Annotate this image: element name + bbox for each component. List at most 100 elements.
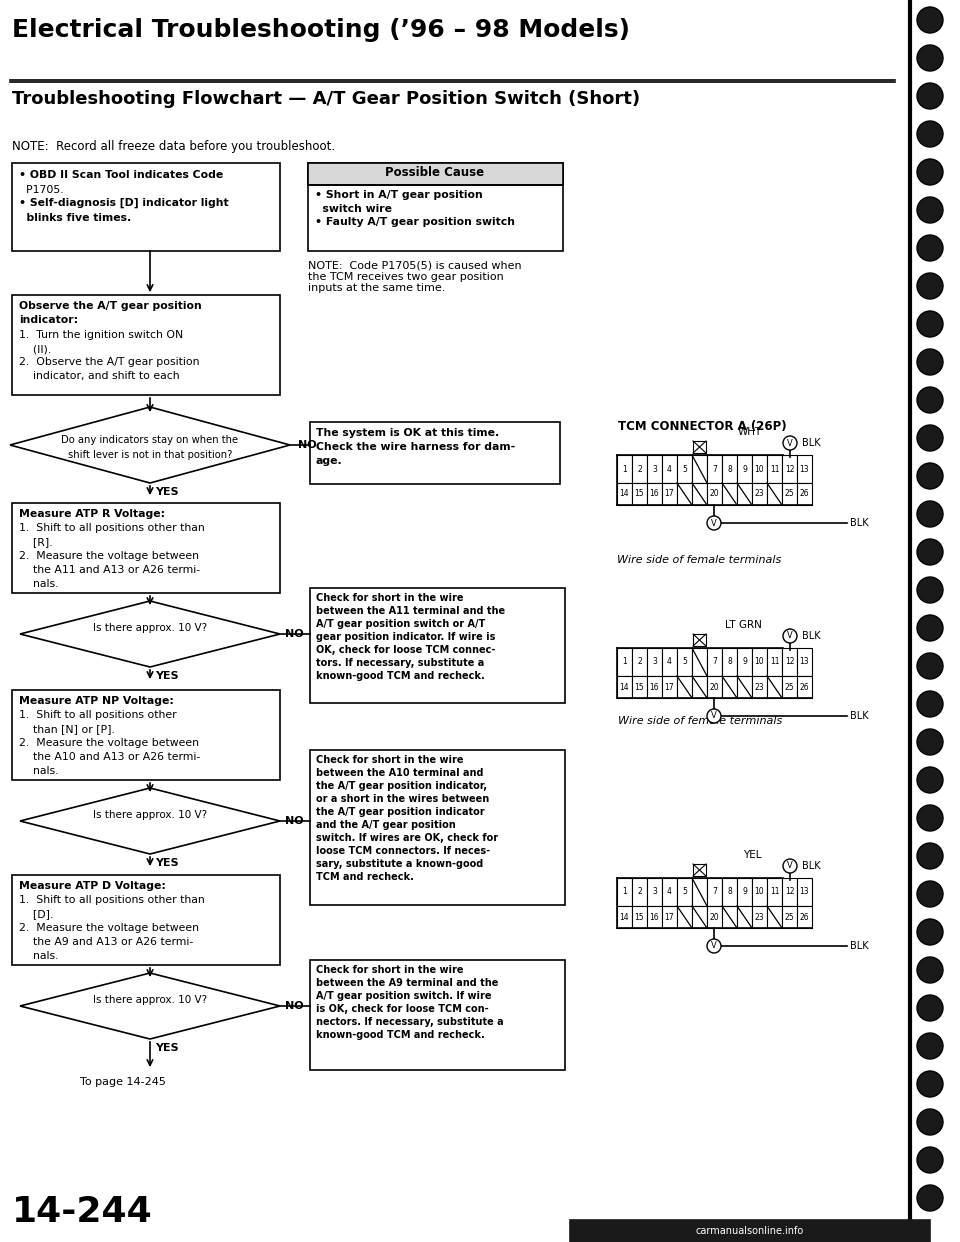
Text: the A9 and A13 or A26 termi-: the A9 and A13 or A26 termi- — [19, 936, 193, 946]
Bar — [662, 483, 677, 505]
Circle shape — [917, 235, 943, 261]
Text: 7: 7 — [712, 657, 717, 667]
Bar — [707, 905, 722, 928]
Text: WHT: WHT — [737, 427, 762, 437]
Circle shape — [917, 349, 943, 375]
Text: • OBD II Scan Tool indicates Code: • OBD II Scan Tool indicates Code — [19, 170, 224, 180]
Bar — [310, 422, 560, 484]
Text: and the A/T gear position: and the A/T gear position — [316, 820, 456, 830]
Text: 2.  Measure the voltage between: 2. Measure the voltage between — [19, 923, 199, 933]
Bar — [570, 1220, 930, 1242]
Text: NO: NO — [285, 628, 303, 638]
Bar — [662, 905, 677, 928]
Text: shift lever is not in that position?: shift lever is not in that position? — [68, 450, 232, 460]
Bar — [797, 676, 812, 698]
Bar — [617, 455, 632, 483]
Text: NO: NO — [298, 440, 317, 450]
Text: tors. If necessary, substitute a: tors. If necessary, substitute a — [316, 658, 484, 668]
Text: switch. If wires are OK, check for: switch. If wires are OK, check for — [316, 833, 498, 843]
Text: 15: 15 — [635, 683, 644, 692]
Bar — [692, 455, 707, 483]
Text: 1.  Turn the ignition switch ON: 1. Turn the ignition switch ON — [19, 330, 183, 340]
Text: the A10 and A13 or A26 termi-: the A10 and A13 or A26 termi- — [19, 751, 201, 763]
Text: TCM CONNECTOR A (26P): TCM CONNECTOR A (26P) — [618, 420, 786, 433]
Bar — [617, 676, 632, 698]
Text: 2.  Observe the A/T gear position: 2. Observe the A/T gear position — [19, 356, 200, 366]
Circle shape — [917, 501, 943, 527]
Text: 4: 4 — [667, 888, 672, 897]
Circle shape — [917, 958, 943, 982]
Text: NO: NO — [285, 1001, 303, 1011]
Bar — [707, 676, 722, 698]
Bar — [752, 878, 767, 905]
Text: Check for short in the wire: Check for short in the wire — [316, 755, 464, 765]
Text: 11: 11 — [770, 888, 780, 897]
Text: between the A9 terminal and the: between the A9 terminal and the — [316, 977, 498, 987]
Bar — [722, 648, 737, 676]
Bar — [692, 648, 707, 676]
Bar — [647, 483, 662, 505]
Text: 11: 11 — [770, 465, 780, 473]
Text: nals.: nals. — [19, 951, 59, 961]
Bar — [737, 455, 752, 483]
Bar — [310, 587, 565, 703]
Text: • Short in A/T gear position: • Short in A/T gear position — [315, 190, 483, 200]
Circle shape — [707, 709, 721, 723]
Text: 1: 1 — [622, 657, 627, 667]
Text: Troubleshooting Flowchart — A/T Gear Position Switch (Short): Troubleshooting Flowchart — A/T Gear Pos… — [12, 89, 640, 108]
Circle shape — [917, 120, 943, 147]
Text: BLK: BLK — [850, 941, 869, 951]
Bar — [693, 633, 706, 646]
Bar — [797, 878, 812, 905]
Text: Possible Cause: Possible Cause — [385, 166, 485, 179]
Text: 20: 20 — [709, 913, 719, 922]
Bar — [310, 960, 565, 1071]
Bar — [662, 676, 677, 698]
Text: 10: 10 — [755, 465, 764, 473]
Circle shape — [917, 310, 943, 337]
Text: Measure ATP R Voltage:: Measure ATP R Voltage: — [19, 509, 165, 519]
Text: 2: 2 — [637, 888, 642, 897]
Circle shape — [917, 388, 943, 414]
Bar — [662, 648, 677, 676]
Text: 26: 26 — [800, 683, 809, 692]
Circle shape — [917, 1185, 943, 1211]
Text: Electrical Troubleshooting (’96 – 98 Models): Electrical Troubleshooting (’96 – 98 Mod… — [12, 17, 630, 42]
Text: nals.: nals. — [19, 766, 59, 776]
Bar — [782, 905, 797, 928]
Text: 3: 3 — [652, 465, 657, 473]
Text: 8: 8 — [727, 888, 732, 897]
Text: V: V — [711, 518, 717, 528]
Bar — [632, 676, 647, 698]
Circle shape — [917, 1109, 943, 1135]
Text: 26: 26 — [800, 913, 809, 922]
Text: To page 14-245: To page 14-245 — [80, 1077, 166, 1087]
Text: or a short in the wires between: or a short in the wires between — [316, 794, 490, 804]
Text: carmanualsonline.info: carmanualsonline.info — [696, 1226, 804, 1236]
Bar — [617, 878, 632, 905]
Text: The system is OK at this time.: The system is OK at this time. — [316, 428, 499, 438]
Text: known-good TCM and recheck.: known-good TCM and recheck. — [316, 1030, 485, 1040]
Bar — [782, 648, 797, 676]
Text: 5: 5 — [682, 657, 687, 667]
Bar — [647, 878, 662, 905]
Text: Is there approx. 10 V?: Is there approx. 10 V? — [93, 995, 207, 1005]
Bar — [767, 483, 782, 505]
Text: nectors. If necessary, substitute a: nectors. If necessary, substitute a — [316, 1017, 504, 1027]
Bar — [737, 878, 752, 905]
Text: YEL: YEL — [743, 850, 762, 859]
Text: Is there approx. 10 V?: Is there approx. 10 V? — [93, 623, 207, 633]
Text: YES: YES — [155, 858, 179, 868]
Text: BLK: BLK — [850, 518, 869, 528]
Text: 3: 3 — [652, 657, 657, 667]
Text: 17: 17 — [664, 913, 674, 922]
Text: 9: 9 — [742, 888, 747, 897]
Text: Measure ATP NP Voltage:: Measure ATP NP Voltage: — [19, 696, 174, 705]
Text: than [N] or [P].: than [N] or [P]. — [19, 724, 115, 734]
Circle shape — [917, 805, 943, 831]
Bar — [692, 676, 707, 698]
Bar — [617, 483, 632, 505]
Text: 25: 25 — [784, 489, 794, 498]
Bar — [677, 905, 692, 928]
Text: V: V — [711, 712, 717, 720]
